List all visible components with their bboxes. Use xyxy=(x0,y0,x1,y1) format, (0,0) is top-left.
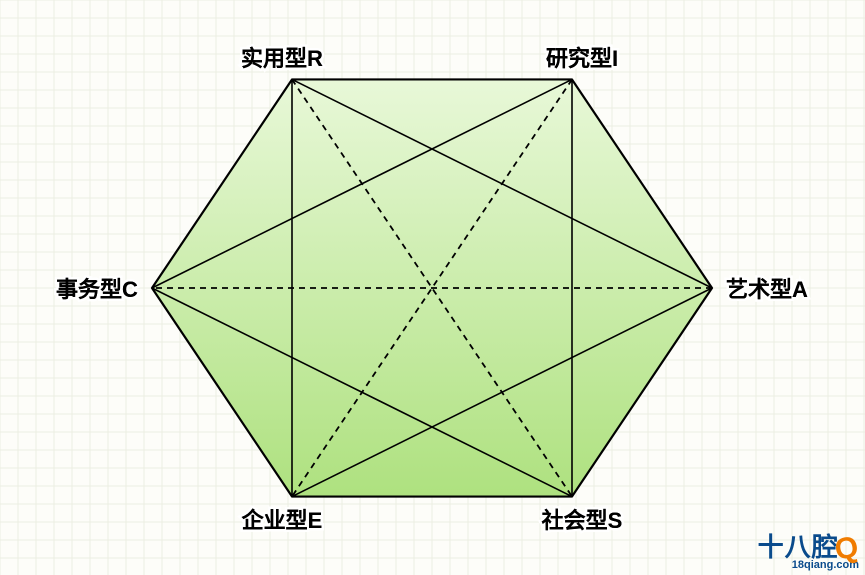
vertex-label-s: 社会型S社会型S xyxy=(542,503,623,535)
watermark: 十八腔Q 18qiang.com xyxy=(758,532,859,571)
vertex-label-e: 企业型E企业型E xyxy=(242,503,323,535)
vertex-label-c: 事务型C事务型C xyxy=(56,272,138,304)
vertex-label-i: 研究型I研究型I xyxy=(546,41,618,73)
watermark-main: 十八腔 xyxy=(758,532,839,562)
vertex-label-a: 艺术型A艺术型A xyxy=(726,272,808,304)
vertex-label-r: 实用型R实用型R xyxy=(241,41,323,73)
watermark-glyph-icon: Q xyxy=(832,532,861,566)
diagram-canvas: 十八腔Q 18qiang.com 实用型R实用型R 研究型I研究型I 艺术型A艺术型… xyxy=(0,0,865,575)
